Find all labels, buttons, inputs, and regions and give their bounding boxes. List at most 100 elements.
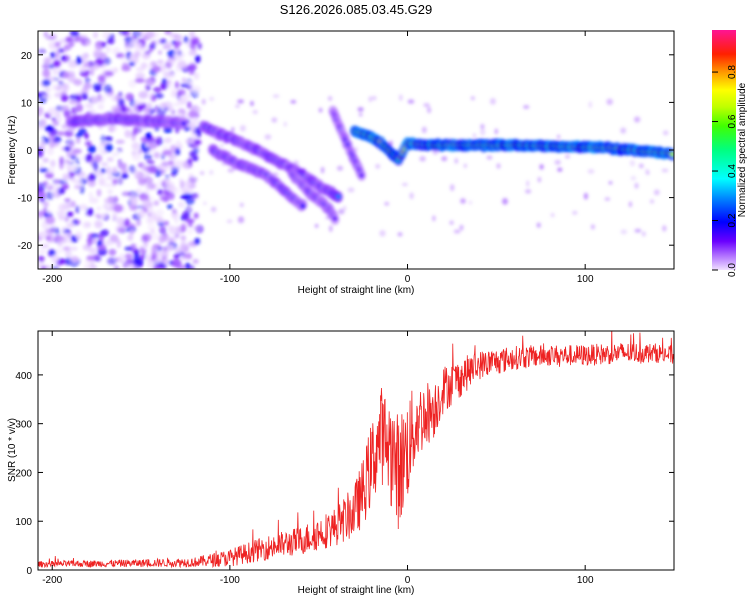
noise-blob	[45, 93, 52, 101]
noise-blob	[472, 133, 476, 138]
noise-blob	[96, 206, 102, 211]
noise-blob	[432, 215, 436, 222]
noise-blob	[489, 98, 496, 105]
noise-blob	[604, 197, 611, 201]
noise-blob	[155, 218, 166, 224]
noise-blob	[104, 197, 115, 204]
noise-blob	[181, 77, 187, 83]
noise-blob	[45, 182, 52, 189]
noise-blob	[375, 163, 381, 169]
noise-blob	[239, 125, 246, 132]
noise-blob	[97, 176, 107, 184]
y-tick-label: 300	[15, 420, 32, 431]
noise-blob	[155, 137, 161, 145]
noise-blob	[54, 248, 64, 254]
noise-blob	[48, 249, 56, 256]
noise-blob	[123, 218, 131, 227]
noise-blob	[63, 246, 71, 251]
noise-blob	[84, 259, 93, 266]
noise-blob	[152, 232, 159, 241]
noise-blob	[140, 62, 148, 69]
noise-blob	[53, 45, 62, 52]
noise-blob	[88, 191, 94, 199]
noise-blob	[79, 185, 85, 194]
noise-blob	[187, 264, 195, 269]
noise-blob	[237, 216, 245, 224]
x-tick-label: 100	[577, 274, 594, 285]
noise-blob	[60, 104, 70, 111]
noise-blob	[55, 111, 61, 119]
noise-blob	[107, 257, 117, 265]
noise-blob	[398, 94, 403, 101]
noise-blob	[271, 117, 278, 123]
noise-blob	[102, 202, 110, 210]
noise-blob	[290, 100, 297, 104]
noise-blob	[209, 96, 215, 101]
noise-blob	[45, 35, 55, 41]
noise-blob	[502, 198, 508, 205]
noise-blob	[133, 258, 144, 267]
noise-blob	[590, 224, 595, 230]
noise-blob	[50, 265, 60, 269]
noise-blob	[84, 76, 91, 84]
noise-blob	[46, 225, 55, 231]
noise-blob	[47, 107, 58, 116]
y-tick-label: -20	[18, 241, 33, 252]
noise-blob	[124, 93, 133, 101]
noise-blob	[170, 87, 178, 95]
noise-blob	[190, 192, 199, 199]
noise-blob	[121, 173, 129, 179]
noise-blob	[320, 166, 325, 174]
noise-blob	[73, 78, 83, 86]
noise-blob	[645, 168, 649, 175]
noise-blob	[60, 55, 67, 61]
noise-blob	[131, 142, 140, 151]
noise-blob	[68, 99, 79, 105]
noise-blob	[634, 228, 642, 233]
noise-blob	[173, 253, 180, 259]
noise-blob	[51, 117, 56, 122]
noise-blob	[61, 123, 69, 130]
noise-blob	[100, 134, 106, 144]
noise-blob	[397, 232, 403, 237]
noise-blob	[661, 168, 669, 173]
noise-blob	[115, 139, 125, 144]
noise-blob	[67, 165, 72, 172]
noise-blob	[537, 176, 542, 183]
noise-blob	[188, 49, 197, 56]
noise-blob	[107, 189, 113, 195]
track-core	[332, 216, 338, 222]
noise-blob	[106, 157, 114, 162]
noise-blob	[143, 146, 152, 151]
noise-blob	[565, 155, 570, 159]
noise-blob	[186, 101, 192, 109]
noise-blob	[336, 165, 344, 171]
noise-blob	[45, 235, 51, 241]
noise-blob	[99, 213, 107, 219]
noise-blob	[109, 234, 119, 243]
noise-blob	[401, 182, 408, 187]
noise-blob	[88, 247, 97, 255]
noise-blob	[523, 105, 530, 109]
noise-blob	[314, 224, 319, 228]
noise-blob	[272, 94, 280, 98]
noise-blob	[358, 113, 363, 117]
noise-blob	[88, 207, 94, 217]
noise-blob	[164, 31, 172, 35]
noise-blob	[79, 66, 87, 73]
x-tick-label: 100	[577, 575, 594, 586]
noise-blob	[633, 116, 641, 123]
snr-line-layer	[38, 331, 674, 569]
noise-blob	[653, 189, 660, 196]
noise-blob	[127, 234, 134, 241]
noise-blob	[67, 145, 74, 151]
noise-blob	[164, 235, 173, 244]
noise-blob	[65, 249, 72, 259]
noise-blob	[141, 234, 149, 243]
noise-blob	[129, 228, 135, 236]
noise-blob	[70, 165, 77, 171]
noise-blob	[180, 195, 188, 200]
noise-blob	[193, 72, 200, 80]
noise-blob	[174, 232, 180, 239]
